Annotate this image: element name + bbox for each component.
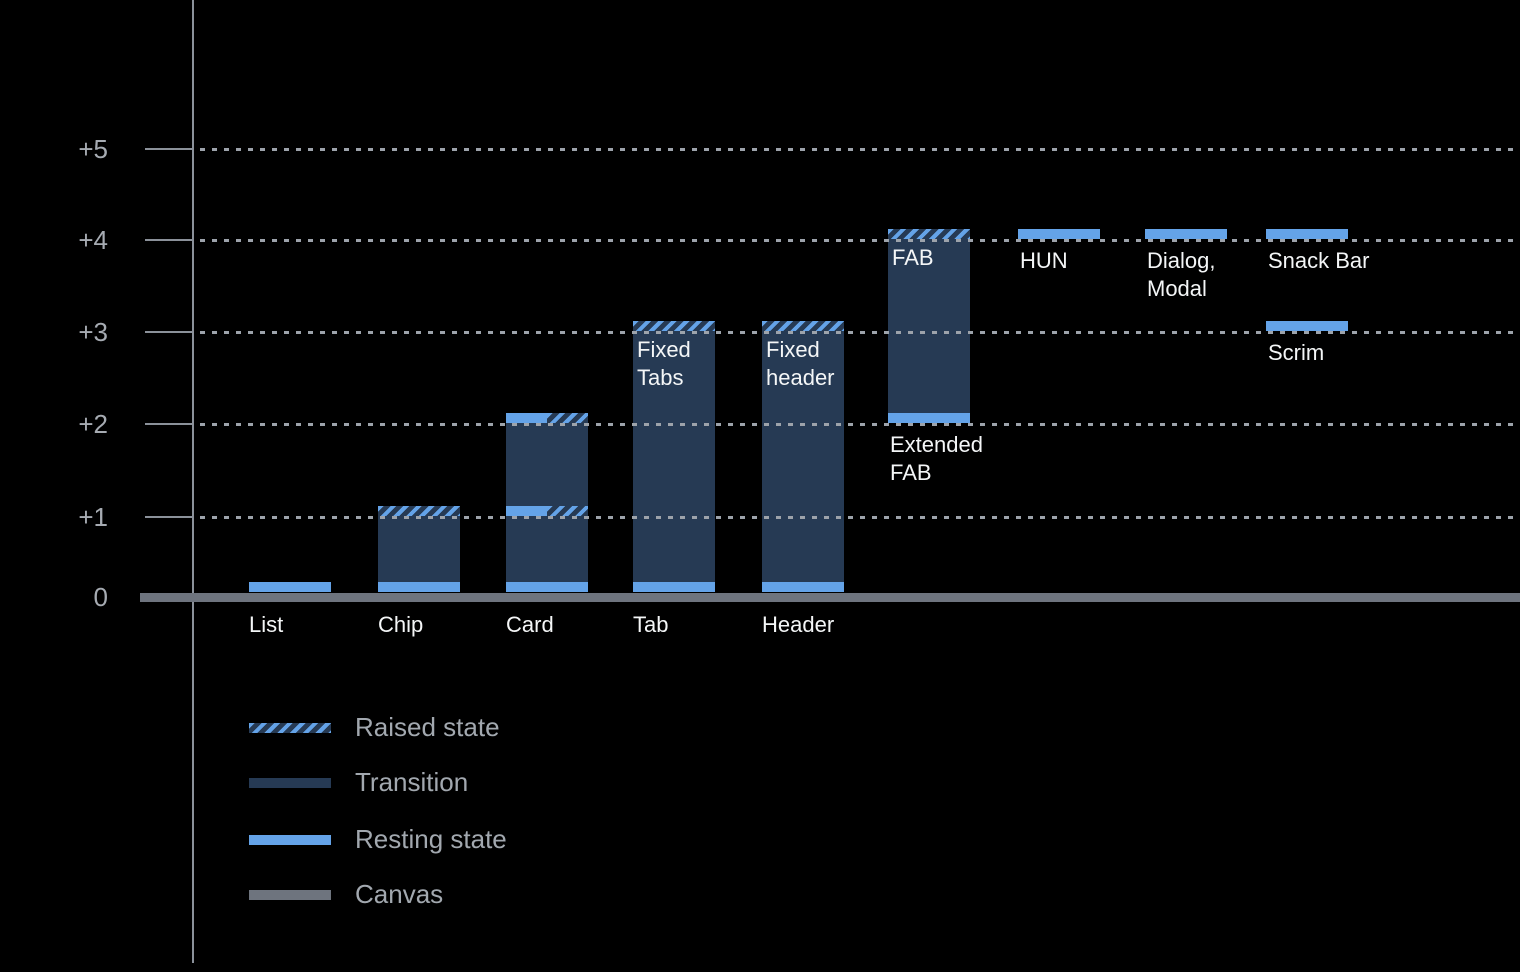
resting-band [633,582,715,592]
legend-label: Raised state [355,712,500,742]
resting-band [888,413,970,423]
y-tick-label: +2 [78,409,108,439]
raised-band [378,506,460,516]
bar-label: Fixed [766,337,820,362]
transition-band [506,423,588,506]
resting-band [249,582,331,592]
transition-band [888,239,970,413]
bar-label: Snack Bar [1268,248,1370,273]
resting-band [1145,229,1227,239]
raised-band [762,321,844,331]
bar-label: Dialog, [1147,248,1216,273]
axis-label: Tab [633,612,669,637]
bar-label: Scrim [1268,340,1325,365]
y-tick-label: 0 [93,582,108,612]
axis-label: Header [762,612,835,637]
axis-tick [145,239,194,241]
axis-label: List [249,612,284,637]
bar-label: header [766,365,835,390]
transition-band [633,331,715,582]
y-tick-label: +1 [78,502,108,532]
gridline [200,148,1520,151]
gridline [200,331,1520,334]
raised-band [547,413,588,423]
raised-band [888,229,970,239]
axis-tick [145,331,194,333]
bar-label: Modal [1147,276,1207,301]
resting-band [1266,229,1348,239]
y-tick-label: +4 [78,225,108,255]
axis-tick [145,516,194,518]
resting-band [506,413,547,423]
legend-swatch-raised [249,723,331,733]
resting-band [506,506,547,516]
resting-band [378,582,460,592]
bar-label: HUN [1020,248,1068,273]
legend-swatch-resting [249,835,331,845]
axis-label: Card [506,612,554,637]
raised-band [547,506,588,516]
legend-label: Resting state [355,824,507,854]
transition-band [762,331,844,582]
transition-band [378,516,460,582]
bar-label: FAB [890,460,932,485]
axis-tick [145,148,194,150]
gridline [200,423,1520,426]
axis-label: Chip [378,612,424,637]
legend-swatch-canvas [249,890,331,900]
resting-band [1018,229,1100,239]
bar-label: FAB [892,245,934,270]
gridline [200,516,1520,519]
transition-band [506,516,588,582]
resting-band [506,582,588,592]
y-tick-label: +5 [78,134,108,164]
legend-swatch-transition [249,778,331,788]
legend-label: Canvas [355,879,444,909]
bar-label: Fixed [637,337,691,362]
bar-label: Tabs [637,365,684,390]
y-axis-line [192,0,194,963]
legend-label: Transition [355,767,469,797]
axis-tick [145,423,194,425]
bar-label: Extended [890,432,983,457]
canvas-line [140,593,1520,602]
resting-band [1266,321,1348,331]
gridline [200,239,1520,242]
raised-band [633,321,715,331]
y-tick-label: +3 [78,317,108,347]
resting-band [762,582,844,592]
